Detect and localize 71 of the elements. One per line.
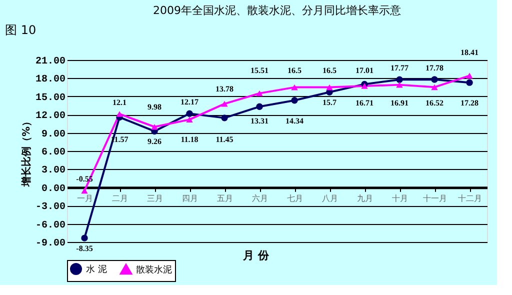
data-label: 13.78	[216, 84, 234, 94]
x-tick-label: 十一月	[423, 194, 447, 203]
x-tick-label: 二月	[112, 194, 128, 203]
data-label: 13.31	[250, 116, 268, 126]
y-tick-label: 0.00	[41, 184, 66, 195]
point	[81, 234, 88, 242]
data-label: 15.7	[322, 98, 336, 108]
data-label: 17.28	[460, 98, 478, 108]
y-tick-label: 6.00	[41, 148, 66, 158]
point	[186, 116, 193, 122]
point	[221, 114, 228, 122]
point	[466, 72, 473, 79]
data-label: 16.91	[390, 98, 408, 108]
y-tick-label: 12.00	[35, 111, 66, 122]
y-tick-label: 21.00	[35, 56, 66, 68]
y-tick-label: -6.00	[35, 220, 66, 232]
caption: 图 10	[5, 23, 36, 37]
point	[396, 76, 403, 83]
data-label: -8.35	[76, 244, 93, 254]
point	[466, 79, 473, 86]
data-label: 16.52	[426, 98, 444, 108]
point	[186, 110, 193, 117]
point	[151, 124, 158, 130]
point	[256, 103, 263, 110]
x-tick-label: 三月	[147, 194, 163, 203]
point	[396, 82, 403, 88]
x-axis-title: 月 份	[242, 249, 270, 262]
point	[361, 83, 368, 89]
data-label: 17.78	[426, 64, 444, 73]
x-tick-label: 四月	[182, 194, 198, 203]
point	[221, 100, 228, 107]
y-tick-label: 9.00	[41, 129, 66, 140]
data-label: 9.98	[148, 102, 162, 112]
x-tick-label: 五月	[217, 194, 233, 203]
point	[291, 97, 298, 104]
y-tick-label: 15.00	[35, 92, 66, 104]
chart-title: 2009年全国水泥、散装水泥、分月同比增长率示意	[153, 4, 401, 17]
data-label: 12.17	[180, 98, 198, 107]
legend-label: 散装水泥	[136, 264, 172, 276]
x-tick-label: 八月	[322, 194, 338, 203]
data-label: 14.34	[286, 116, 304, 126]
x-tick-label: 六月	[252, 194, 268, 203]
point	[291, 84, 298, 90]
x-tick-label: 十月	[392, 194, 408, 203]
x-tick-label: 七月	[287, 194, 303, 203]
y-tick-label: -3.00	[35, 202, 66, 214]
x-tick-label: 一月	[77, 194, 93, 203]
data-label: 16.5	[322, 66, 336, 76]
point	[326, 84, 333, 90]
point	[431, 76, 438, 83]
legend-label: 水 泥	[86, 264, 107, 275]
data-label: 18.41	[460, 48, 478, 58]
x-tick-label: 十二月	[458, 194, 482, 203]
point	[116, 111, 123, 117]
data-label: 17.01	[356, 66, 374, 76]
y-tick-label: -9.00	[35, 238, 66, 250]
point	[431, 84, 438, 90]
point	[81, 188, 88, 194]
y-tick-label: 18.00	[35, 74, 66, 86]
x-tick-label: 九月	[357, 194, 373, 203]
data-label: 11.45	[216, 134, 234, 144]
data-label: 11.18	[180, 134, 198, 144]
data-label: 15.51	[250, 66, 268, 76]
data-label: 9.26	[148, 137, 162, 146]
data-label: 16.5	[288, 66, 302, 76]
y-tick-label: 3.00	[41, 166, 66, 177]
point	[256, 90, 263, 96]
data-label: 17.77	[390, 64, 408, 73]
y-axis-title: 增长比例（%）	[20, 116, 32, 188]
data-label: 12.1	[112, 98, 126, 107]
data-label: 16.71	[356, 98, 374, 108]
